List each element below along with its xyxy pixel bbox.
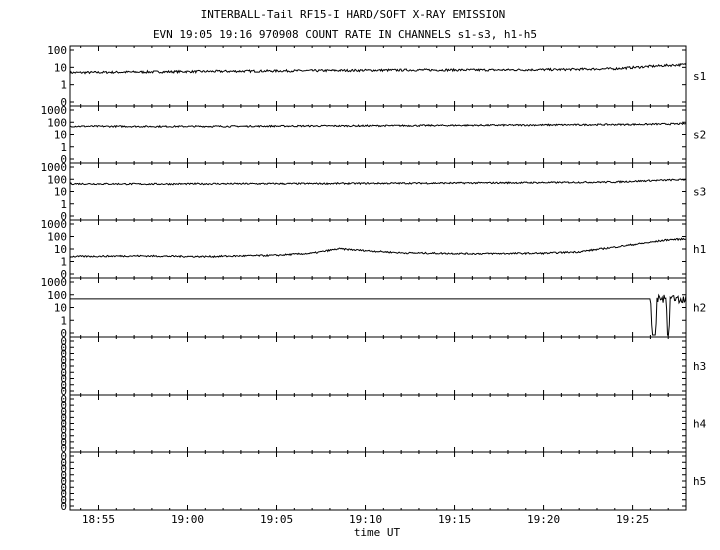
y-tick-label-h1: 10 bbox=[54, 243, 67, 256]
x-tick-label: 19:15 bbox=[438, 513, 471, 526]
panel-frame-h5 bbox=[69, 451, 687, 511]
y-tick-label-h5: 0 bbox=[60, 456, 67, 469]
panel-label-h5: h5 bbox=[693, 475, 706, 488]
y-tick-label-h5: 0 bbox=[60, 494, 67, 507]
x-axis-label: time UT bbox=[354, 526, 401, 539]
y-tick-label-h5: 0 bbox=[60, 475, 67, 488]
x-tick-label: 19:00 bbox=[171, 513, 204, 526]
y-tick-label-h2: 1000 bbox=[41, 276, 68, 289]
y-tick-label-s3: 0 bbox=[60, 210, 67, 223]
panel-label-s2: s2 bbox=[693, 129, 706, 142]
y-tick-label-h4: 0 bbox=[60, 436, 67, 449]
series-line-s3 bbox=[69, 178, 687, 186]
y-tick-label-h4: 0 bbox=[60, 430, 67, 443]
y-tick-label-h3: 0 bbox=[60, 348, 67, 361]
panel-frame-s3 bbox=[69, 162, 687, 221]
y-tick-label-h4: 0 bbox=[60, 405, 67, 418]
y-tick-label-h3: 0 bbox=[60, 335, 67, 348]
y-tick-label-h2: 100 bbox=[47, 289, 67, 302]
y-tick-label-s2: 1000 bbox=[41, 104, 68, 117]
y-tick-label-s1: 100 bbox=[47, 44, 67, 57]
y-tick-label-h3: 0 bbox=[60, 366, 67, 379]
series-line-h2 bbox=[70, 293, 687, 336]
panel-label-h3: h3 bbox=[693, 360, 706, 373]
panel-label-h4: h4 bbox=[693, 418, 707, 431]
y-tick-label-h1: 1 bbox=[60, 256, 67, 269]
y-tick-label-h1: 1000 bbox=[41, 218, 68, 231]
series-line-s1 bbox=[69, 62, 687, 75]
panel-label-h1: h1 bbox=[693, 243, 706, 256]
panels-group: 1001010s110001001010s210001001010s310001… bbox=[41, 44, 707, 513]
y-tick-label-h4: 0 bbox=[60, 399, 67, 412]
y-tick-label-h4: 0 bbox=[60, 411, 67, 424]
y-tick-label-h3: 0 bbox=[60, 385, 67, 398]
y-tick-label-s3: 1 bbox=[60, 198, 67, 211]
y-tick-label-h3: 0 bbox=[60, 360, 67, 373]
y-tick-label-h4: 0 bbox=[60, 418, 67, 431]
y-tick-label-h1: 100 bbox=[47, 231, 67, 244]
x-tick-label: 19:05 bbox=[260, 513, 293, 526]
y-tick-label-h5: 0 bbox=[60, 463, 67, 476]
x-tick-label: 19:20 bbox=[527, 513, 560, 526]
series-line-s2 bbox=[69, 122, 687, 129]
y-tick-label-s2: 0 bbox=[60, 153, 67, 166]
series-line-h1 bbox=[69, 237, 687, 259]
x-tick-label: 18:55 bbox=[82, 513, 115, 526]
y-tick-label-h3: 0 bbox=[60, 373, 67, 386]
panel-frame-h4 bbox=[69, 394, 687, 453]
y-tick-label-h1: 0 bbox=[60, 268, 67, 281]
y-tick-label-s2: 100 bbox=[47, 116, 67, 129]
x-axis: 18:55 19:00 19:05 19:10 19:15 19:20 19:25 bbox=[82, 513, 649, 526]
y-tick-label-s1: 0 bbox=[60, 96, 67, 109]
y-tick-label-s1: 10 bbox=[54, 61, 67, 74]
y-tick-label-s2: 10 bbox=[54, 129, 67, 142]
y-tick-label-h5: 0 bbox=[60, 450, 67, 463]
y-tick-label-s2: 1 bbox=[60, 141, 67, 154]
panel-label-s1: s1 bbox=[693, 70, 706, 83]
x-tick-label: 19:25 bbox=[616, 513, 649, 526]
y-tick-label-h4: 0 bbox=[60, 442, 67, 455]
y-tick-label-h5: 0 bbox=[60, 481, 67, 494]
panel-label-s3: s3 bbox=[693, 186, 706, 199]
y-tick-label-h2: 10 bbox=[54, 302, 67, 315]
y-tick-label-h2: 0 bbox=[60, 327, 67, 340]
x-tick-label: 19:10 bbox=[349, 513, 382, 526]
y-tick-label-s3: 1000 bbox=[41, 161, 68, 174]
y-tick-label-s3: 100 bbox=[47, 173, 67, 186]
y-tick-label-h4: 0 bbox=[60, 424, 67, 437]
panel-frame-h3 bbox=[69, 336, 687, 396]
panel-frame-s1 bbox=[69, 45, 687, 107]
y-tick-label-h5: 0 bbox=[60, 469, 67, 482]
y-tick-label-h2: 1 bbox=[60, 314, 67, 327]
y-tick-label-h5: 0 bbox=[60, 500, 67, 513]
panel-frame-h2 bbox=[69, 277, 687, 338]
y-tick-label-h3: 0 bbox=[60, 354, 67, 367]
panel-frame-s2 bbox=[69, 105, 687, 164]
y-tick-label-s1: 1 bbox=[60, 79, 67, 92]
chart-subtitle: EVN 19:05 19:16 970908 COUNT RATE IN CHA… bbox=[153, 28, 537, 41]
y-tick-label-h4: 0 bbox=[60, 393, 67, 406]
y-tick-label-s3: 10 bbox=[54, 186, 67, 199]
panel-label-h2: h2 bbox=[693, 302, 706, 315]
y-tick-label-h3: 0 bbox=[60, 341, 67, 354]
y-tick-label-h3: 0 bbox=[60, 379, 67, 392]
y-tick-label-h5: 0 bbox=[60, 488, 67, 501]
chart-title: INTERBALL-Tail RF15-I HARD/SOFT X-RAY EM… bbox=[201, 8, 506, 21]
